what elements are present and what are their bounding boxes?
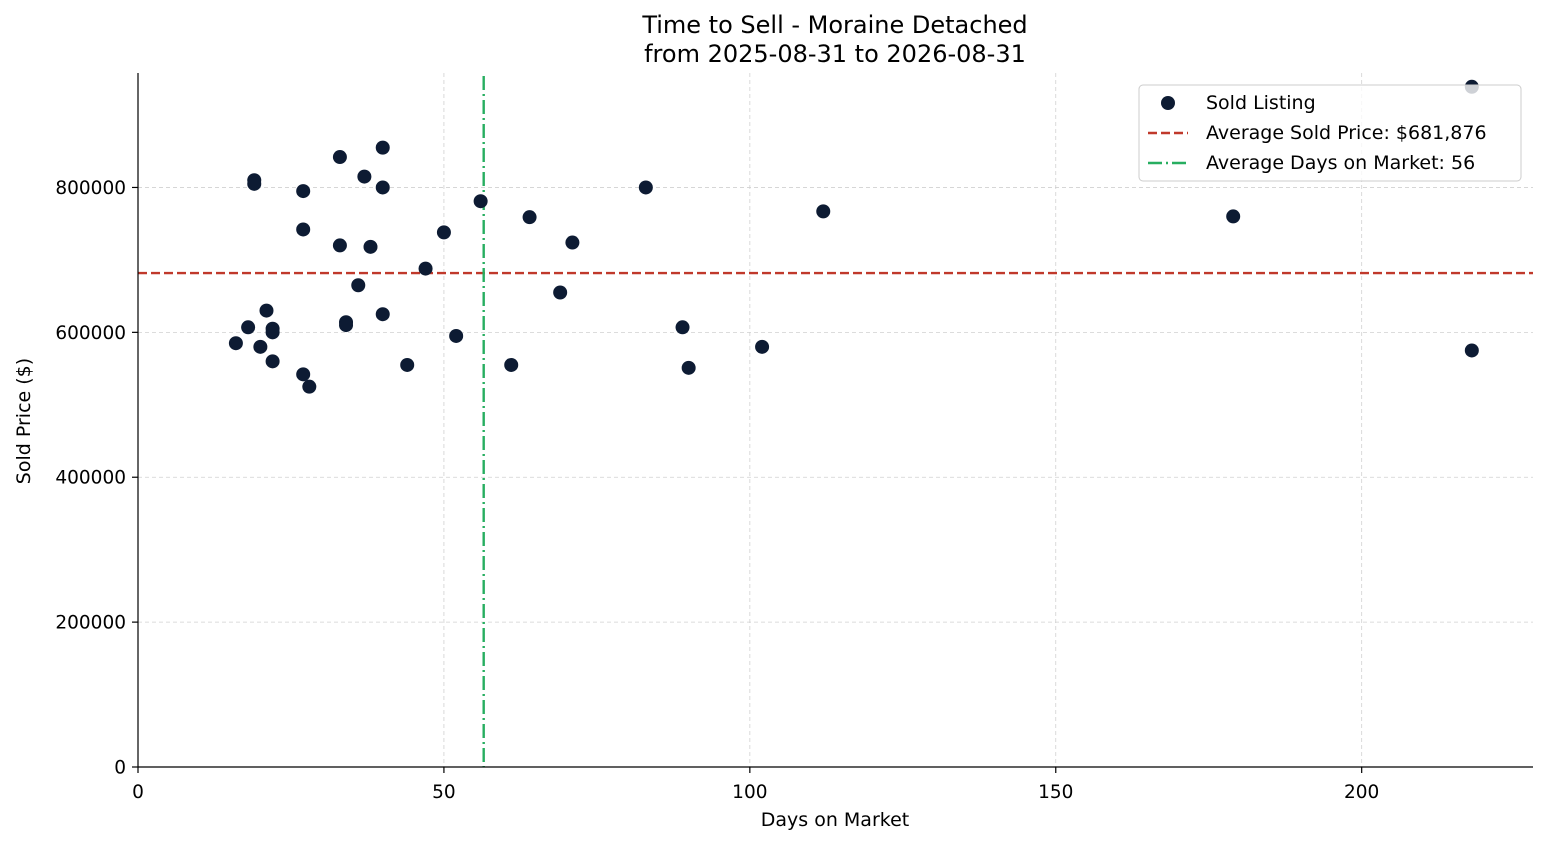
data-point xyxy=(339,318,354,333)
data-point xyxy=(436,225,451,240)
data-point xyxy=(504,357,519,372)
data-point xyxy=(565,235,580,250)
data-point xyxy=(449,328,464,343)
data-point xyxy=(418,261,433,276)
y-tick-label: 0 xyxy=(114,758,126,779)
x-tick-label: 200 xyxy=(1344,782,1379,803)
data-point xyxy=(681,360,696,375)
data-point xyxy=(296,367,311,382)
data-point xyxy=(247,176,262,191)
data-point xyxy=(357,169,372,184)
data-point xyxy=(675,320,690,335)
data-point xyxy=(553,285,568,300)
axes xyxy=(132,73,1533,773)
data-point xyxy=(265,354,280,369)
data-point xyxy=(253,339,268,354)
y-tick-label: 400000 xyxy=(55,468,126,489)
legend-label-average-days: Average Days on Market: 56 xyxy=(1206,152,1475,174)
chart-title: Time to Sell - Moraine Detached xyxy=(641,11,1027,39)
data-point xyxy=(363,239,378,254)
data-point xyxy=(351,278,366,293)
data-point xyxy=(755,339,770,354)
x-tick-label: 150 xyxy=(1038,782,1073,803)
legend-label-sold-listing: Sold Listing xyxy=(1206,92,1316,114)
y-axis-label: Sold Price ($) xyxy=(13,358,35,484)
data-point xyxy=(473,194,488,209)
legend: Sold Listing Average Sold Price: $681,876… xyxy=(1138,84,1522,182)
data-point xyxy=(228,336,243,351)
data-point xyxy=(265,325,280,340)
data-point xyxy=(302,379,317,394)
grid-lines xyxy=(138,73,1533,767)
data-point xyxy=(332,150,347,165)
data-point xyxy=(400,357,415,372)
x-tick-label: 50 xyxy=(432,782,456,803)
x-axis-label: Days on Market xyxy=(761,809,909,831)
data-point xyxy=(522,210,537,225)
data-point xyxy=(296,184,311,199)
tick-labels: 0 50 100 150 200 0 200000 400000 600000 800000 xyxy=(55,178,1379,803)
reference-lines xyxy=(138,76,1533,767)
legend-marker-sold-listing xyxy=(1161,96,1175,110)
legend-box xyxy=(1138,84,1522,182)
y-tick-label: 600000 xyxy=(55,323,126,344)
chart-subtitle: from 2025-08-31 to 2026-08-31 xyxy=(644,40,1026,68)
data-point xyxy=(1226,209,1241,224)
data-point xyxy=(375,180,390,195)
data-point xyxy=(241,320,256,335)
legend-label-average-price: Average Sold Price: $681,876 xyxy=(1206,122,1487,144)
data-point xyxy=(296,222,311,237)
x-tick-label: 0 xyxy=(132,782,144,803)
data-point xyxy=(1464,343,1479,358)
data-point xyxy=(816,204,831,219)
data-point xyxy=(375,140,390,155)
y-tick-label: 200000 xyxy=(55,613,126,634)
data-point xyxy=(375,307,390,322)
data-points xyxy=(228,79,1479,394)
x-tick-label: 100 xyxy=(732,782,767,803)
data-point xyxy=(259,303,274,318)
data-point xyxy=(332,238,347,253)
y-tick-label: 800000 xyxy=(55,178,126,199)
data-point xyxy=(638,180,653,195)
